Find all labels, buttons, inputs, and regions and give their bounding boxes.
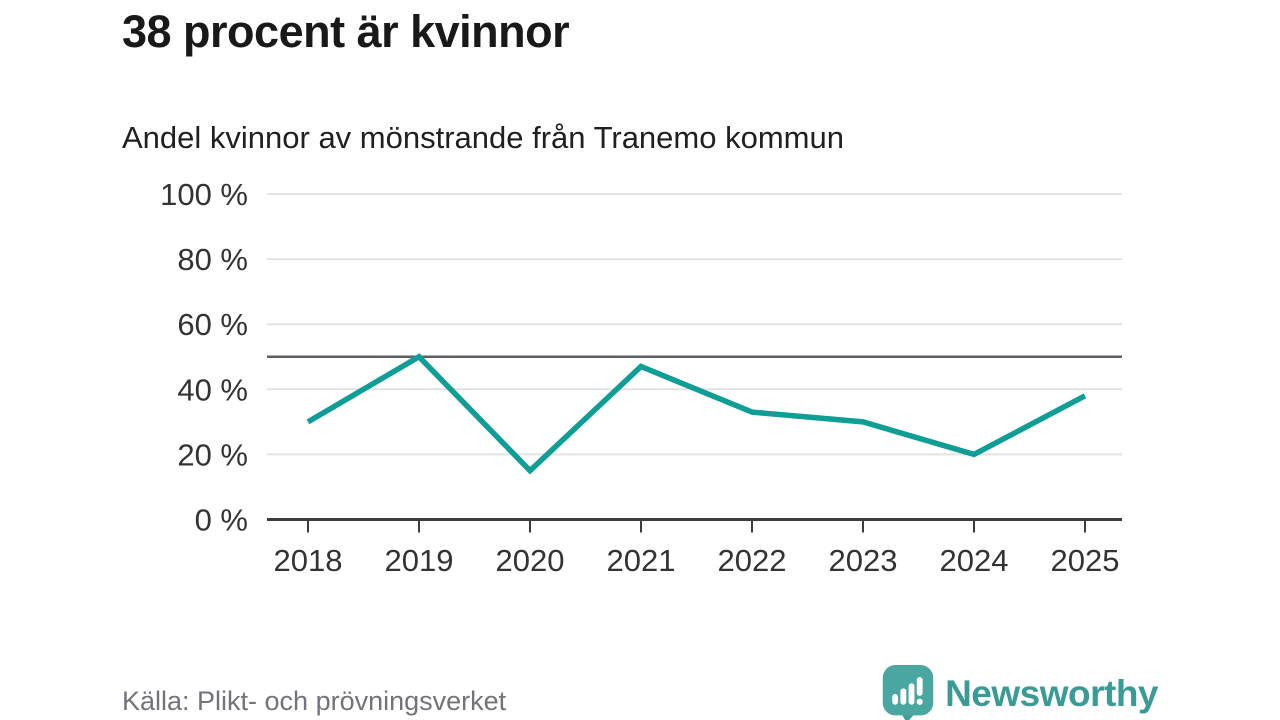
chart-subtitle: Andel kvinnor av mönstrande från Tranemo…: [122, 120, 844, 155]
y-tick-label: 80 %: [177, 242, 248, 277]
data-line: [306, 353, 1087, 475]
brand-name: Newsworthy: [945, 673, 1158, 714]
x-tick-label: 2021: [607, 543, 676, 578]
logo-exclamation-bar-icon: [916, 676, 923, 696]
y-tick-label: 0 %: [195, 503, 248, 538]
logo-exclamation-dot-icon: [916, 698, 923, 705]
newsworthy-logo: Newsworthy: [882, 665, 1158, 720]
y-tick-label: 60 %: [177, 307, 248, 342]
chart-title: 38 procent är kvinnor: [122, 6, 570, 57]
logo-bar-tall-icon: [908, 683, 915, 705]
x-tick-label: 2024: [940, 543, 1009, 578]
logo-bar-medium-icon: [900, 688, 907, 705]
y-tick-label: 20 %: [177, 437, 248, 472]
newsworthy-logo-icon: [882, 665, 934, 720]
x-tick-label: 2020: [496, 543, 565, 578]
x-tick-label: 2019: [385, 543, 454, 578]
x-tick-label: 2025: [1051, 543, 1120, 578]
x-tick-label: 2022: [718, 543, 787, 578]
y-tick-label: 40 %: [177, 372, 248, 407]
x-tick-label: 2023: [829, 543, 898, 578]
logo-bar-short-icon: [892, 694, 899, 705]
source-note: Källa: Plikt- och prövningsverket: [122, 686, 507, 716]
y-tick-label: 100 %: [160, 177, 248, 212]
x-tick-label: 2018: [274, 543, 343, 578]
logo-bubble: [882, 665, 934, 716]
